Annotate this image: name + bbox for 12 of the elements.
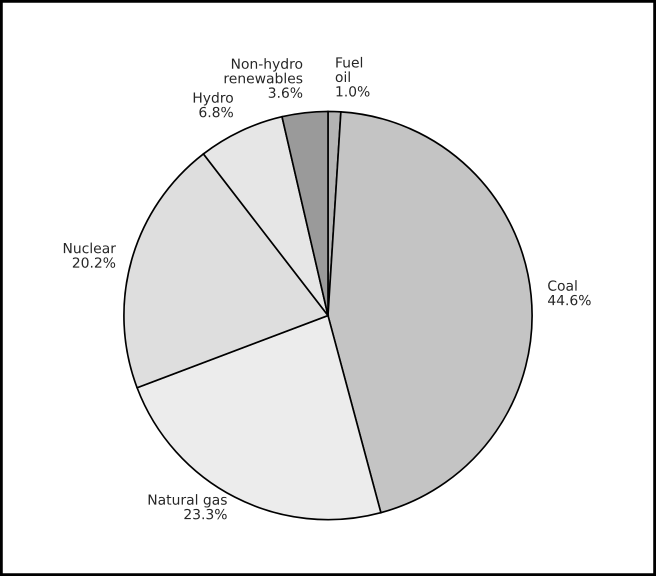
data-label: 1.0%: [336, 86, 370, 97]
data-label: 23.3%: [184, 508, 227, 520]
slice-label: Fuel oil: [336, 56, 362, 82]
slice-label: Natural gas: [148, 494, 227, 508]
slice-label: Hydro: [194, 92, 233, 106]
slice-label: Non-hydro renewables: [224, 58, 302, 84]
slice-label: Nuclear: [64, 242, 116, 254]
data-label: 3.6%: [268, 87, 302, 98]
data-label: 20.2%: [72, 257, 116, 268]
slice-label: Coal: [548, 280, 577, 291]
data-label: 6.8%: [199, 106, 233, 118]
data-label: 44.6%: [548, 294, 591, 306]
